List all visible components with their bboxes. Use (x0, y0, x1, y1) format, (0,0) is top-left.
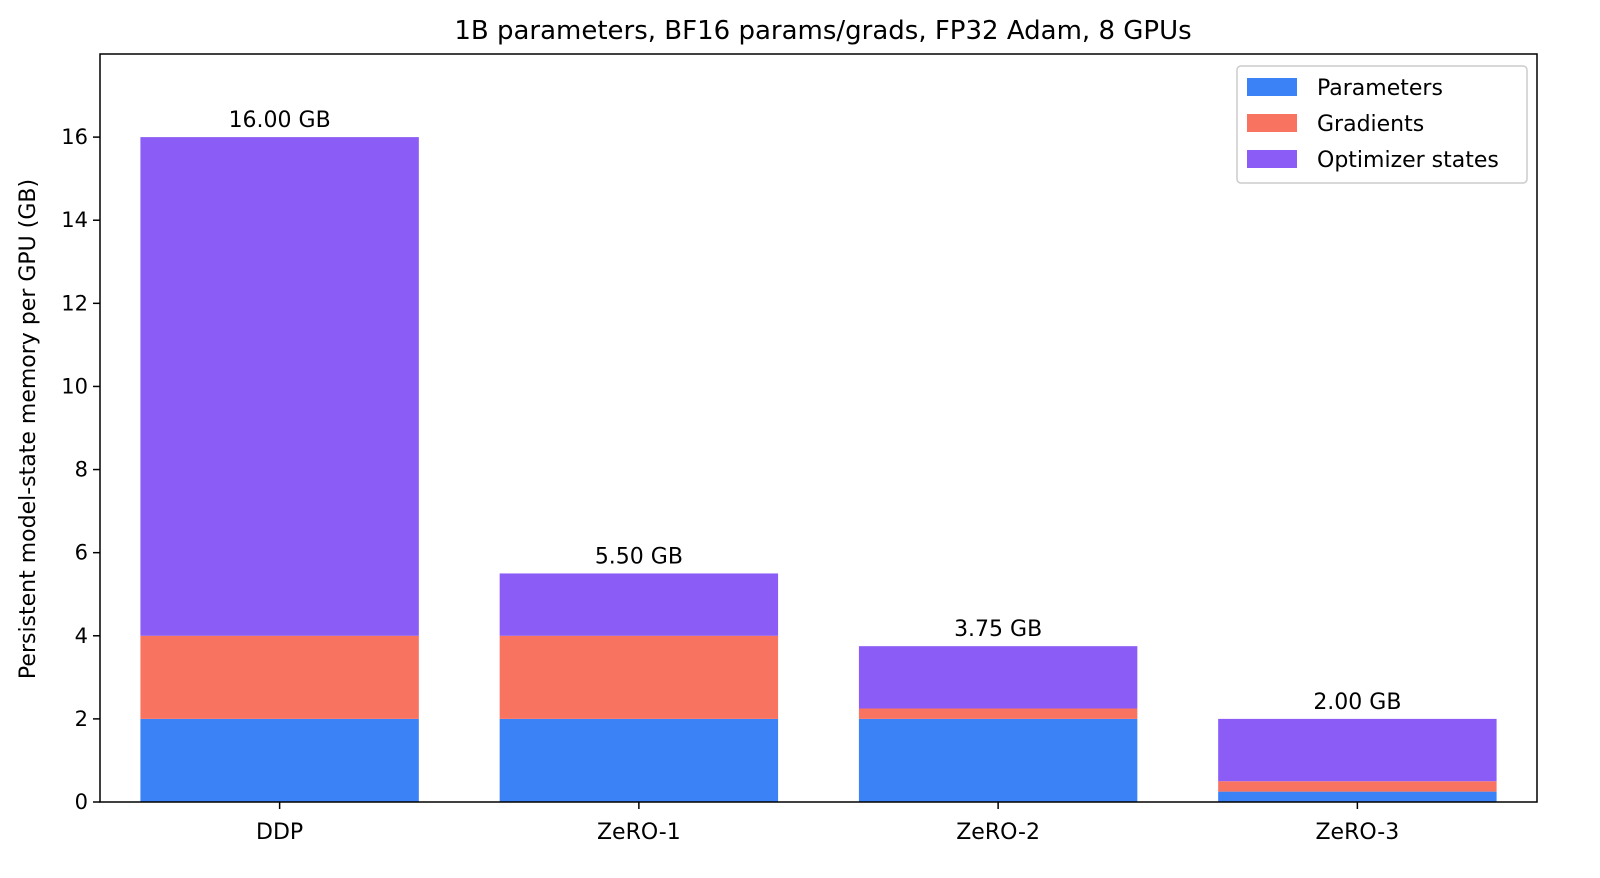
bar-zero-2-optimizer-states (858, 646, 1138, 709)
bar-zero-1-optimizer-states (499, 573, 779, 636)
y-tick-label: 0 (75, 790, 88, 814)
legend-label-gradients: Gradients (1317, 112, 1424, 137)
bar-zero-2-parameters (858, 718, 1138, 802)
legend-label-optimizer-states: Optimizer states (1317, 148, 1499, 173)
legend-swatch-gradients (1247, 114, 1297, 132)
y-tick-label: 6 (75, 541, 88, 565)
x-axis: DDP ZeRO-1 ZeRO-2 ZeRO-3 (256, 802, 1399, 845)
bar-zero-3-parameters (1218, 791, 1497, 802)
total-label-zero-2: 3.75 GB (954, 617, 1042, 642)
bars-layer (140, 137, 1497, 802)
total-label-ddp: 16.00 GB (229, 108, 331, 133)
bar-zero-1-parameters (499, 718, 779, 802)
bar-ddp-optimizer-states (140, 137, 419, 636)
x-tick-label-zero-2: ZeRO-2 (956, 820, 1040, 845)
x-tick-label-ddp: DDP (256, 820, 303, 845)
x-tick-label-zero-1: ZeRO-1 (597, 820, 681, 845)
bar-zero-3-optimizer-states (1218, 718, 1497, 782)
bar-zero-1-gradients (499, 635, 779, 719)
legend-swatch-optimizer-states (1247, 150, 1297, 168)
legend: Parameters Gradients Optimizer states (1236, 65, 1528, 184)
y-tick-label: 2 (75, 707, 88, 731)
y-tick-label: 16 (61, 125, 88, 149)
legend-box (1236, 65, 1528, 184)
legend-swatch-parameters (1247, 78, 1297, 96)
legend-label-parameters: Parameters (1317, 76, 1443, 101)
y-tick-label: 10 (61, 374, 88, 398)
bar-zero-2-gradients (858, 708, 1138, 719)
bar-ddp-parameters (140, 718, 419, 802)
total-labels-layer: 16.00 GB 5.50 GB 3.75 GB 2.00 GB (229, 108, 1402, 715)
bar-ddp-gradients (140, 635, 419, 719)
plot-frame (99, 53, 1538, 803)
total-label-zero-3: 2.00 GB (1313, 690, 1401, 715)
y-axis: 0 2 4 6 8 10 12 14 16 (61, 125, 100, 814)
chart-title: 1B parameters, BF16 params/grads, FP32 A… (454, 16, 1191, 46)
y-tick-label: 14 (61, 208, 88, 232)
y-tick-label: 4 (75, 624, 88, 648)
y-tick-label: 12 (61, 291, 88, 315)
bar-zero-3-gradients (1218, 781, 1497, 792)
y-tick-label: 8 (75, 458, 88, 482)
x-tick-label-zero-3: ZeRO-3 (1315, 820, 1399, 845)
y-axis-label: Persistent model-state memory per GPU (G… (16, 179, 41, 679)
total-label-zero-1: 5.50 GB (595, 544, 683, 569)
